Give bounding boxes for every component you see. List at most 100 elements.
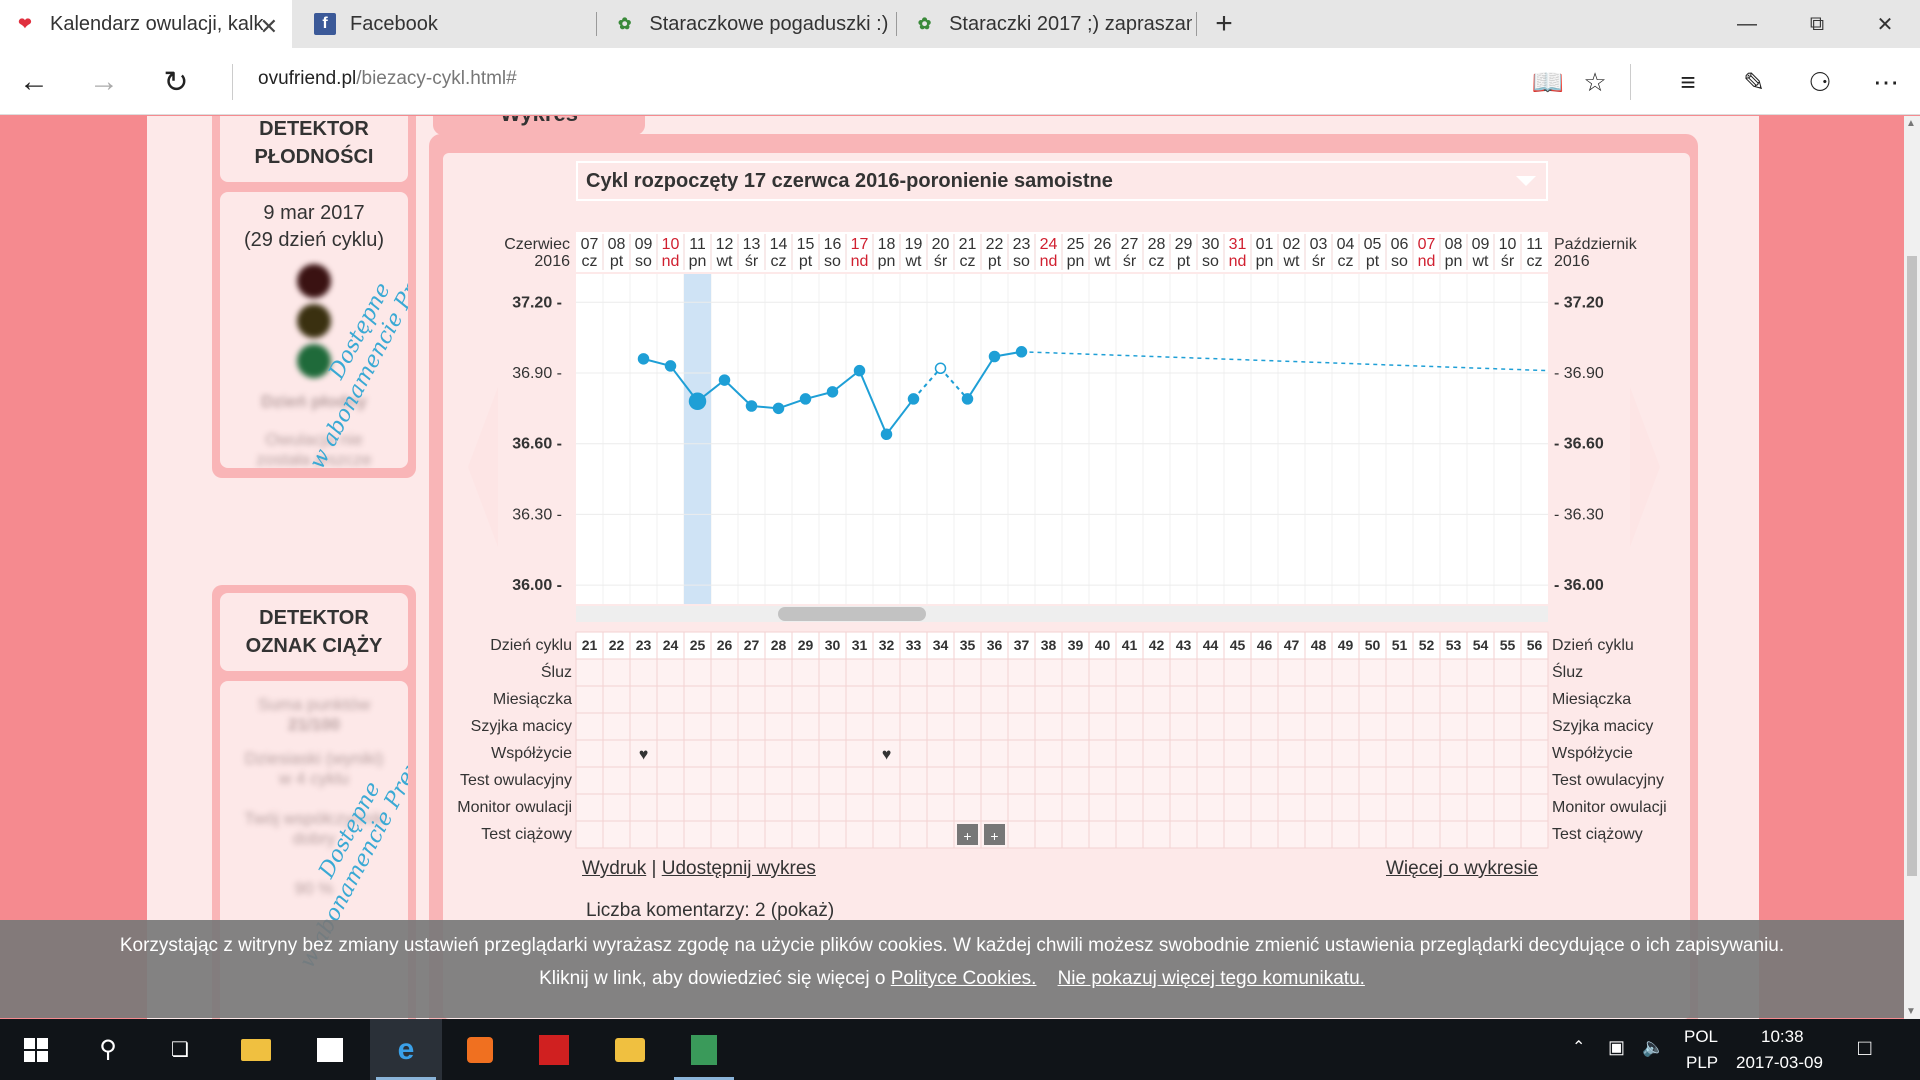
reading-view-icon[interactable]: 📖 [1531, 66, 1565, 97]
chart-scrollbar-thumb [778, 607, 926, 621]
grid-cell [1061, 820, 1090, 849]
grid-cell [1358, 766, 1387, 795]
y-tick-label-right: - 36.90 [1554, 365, 1604, 382]
grid-cell [1412, 712, 1441, 741]
file-explorer-icon[interactable] [220, 1019, 292, 1080]
minimize-button[interactable]: — [1737, 12, 1757, 35]
grid-cell [1196, 739, 1225, 768]
pregnancy-detector-title: DETEKTOR OZNAK CIĄŻY [220, 593, 408, 671]
hub-icon[interactable]: ≡ [1680, 66, 1696, 97]
page-scrollbar[interactable]: ▲ ▼ [1904, 116, 1920, 1019]
clock-time[interactable]: 10:38 [1761, 1027, 1804, 1046]
mail-icon[interactable] [594, 1019, 666, 1080]
date-tick-label: 05 [1364, 236, 1382, 253]
grid-cell [926, 631, 955, 660]
store-icon[interactable] [294, 1019, 366, 1080]
date-tick-label: 07 [1418, 236, 1436, 253]
comments-count[interactable]: Liczba komentarzy: 2 (pokaż) [586, 900, 835, 921]
previous-cycle-arrow-icon[interactable] [468, 387, 498, 547]
tab-facebook[interactable]: f Facebook [300, 0, 590, 48]
edge-icon[interactable]: e [370, 1019, 442, 1080]
keyboard-layout[interactable]: PLP [1686, 1053, 1719, 1072]
blurred-text: 21/100 [288, 715, 340, 734]
network-icon[interactable]: ▣ [1608, 1037, 1626, 1057]
grid-cell [818, 685, 847, 714]
share-icon[interactable]: ⚆ [1808, 66, 1832, 97]
cookie-policy-link[interactable]: Polityce Cookies. [890, 968, 1037, 989]
temperature-point [961, 393, 974, 405]
grid-cell [710, 685, 739, 714]
web-note-icon[interactable]: ✎ [1743, 66, 1765, 97]
next-cycle-arrow-icon[interactable] [1630, 387, 1660, 547]
weekday-tick-label: cz [1149, 253, 1165, 270]
row-label-right: Monitor owulacji [1552, 799, 1667, 816]
chevron-up-icon[interactable]: ⌃ [1572, 1039, 1586, 1056]
grid-cell [1088, 658, 1117, 687]
scrollbar-thumb[interactable] [1907, 256, 1917, 876]
url-field[interactable]: ovufriend.pl/biezacy-cykl.html# [258, 68, 517, 90]
date-tick-label: 03 [1310, 236, 1328, 253]
share-chart-link[interactable]: Udostępnij wykres [661, 858, 816, 879]
more-icon[interactable]: ⋯ [1873, 66, 1899, 97]
row-label-left: Monitor owulacji [457, 799, 572, 816]
task-view-icon[interactable]: ❏ [171, 1039, 189, 1061]
dismiss-cookie-link[interactable]: Nie pokazuj więcej tego komunikatu. [1057, 968, 1365, 989]
grid-cell [1493, 631, 1522, 660]
year-label-left: 2016 [534, 253, 570, 270]
close-tab-icon[interactable]: ✕ [259, 14, 278, 39]
scroll-down-icon[interactable]: ▼ [1906, 1006, 1916, 1017]
grid-cell [791, 820, 820, 849]
start-button[interactable] [0, 1019, 72, 1080]
app-green-icon[interactable] [668, 1019, 740, 1080]
grid-cell [1466, 820, 1495, 849]
tab-ovufriend[interactable]: ❤ Kalendarz owulacji, kalk ✕ [0, 0, 292, 48]
language-code[interactable]: POL [1684, 1027, 1719, 1046]
cycle-day-label: 33 [906, 637, 922, 653]
more-about-chart-link[interactable]: Więcej o wykresie [1386, 858, 1539, 879]
grid-cell [1142, 793, 1171, 822]
stork-icon: ✿ [617, 16, 632, 33]
app-red-icon[interactable] [518, 1019, 590, 1080]
grid-cell [575, 739, 604, 768]
close-window-button[interactable]: ✕ [1876, 13, 1894, 36]
grid-cell [818, 712, 847, 741]
tab-staraczki[interactable]: ✿ Staraczki 2017 ;) zapraszam [900, 0, 1192, 48]
grid-cell [926, 766, 955, 795]
cycle-select[interactable]: Cykl rozpoczęty 17 czerwca 2016-poronien… [576, 161, 1548, 201]
grid-cell [1223, 766, 1252, 795]
print-link[interactable]: Wydruk [582, 858, 647, 879]
tab-staraczkowe[interactable]: ✿ Staraczkowe pogaduszki :) | [600, 0, 892, 48]
row-label-right: Test ciążowy [1552, 826, 1643, 843]
row-label-right: Test owulacyjny [1552, 772, 1664, 789]
grid-cell [872, 658, 901, 687]
grid-cell [1061, 739, 1090, 768]
new-tab-button[interactable]: + [1215, 7, 1233, 40]
grid-cell [980, 793, 1009, 822]
weekday-tick-label: śr [1123, 253, 1137, 270]
grid-cell [629, 685, 658, 714]
forward-icon[interactable]: → [89, 65, 119, 98]
tab-wykres[interactable]: Wykres [433, 116, 645, 135]
grid-cell [1439, 766, 1468, 795]
cycle-day-label: 36 [987, 637, 1003, 653]
grid-cell [791, 631, 820, 660]
date-tick-label: 01 [1256, 236, 1274, 253]
scroll-up-icon[interactable]: ▲ [1906, 118, 1916, 129]
action-center-icon[interactable]: □ [1858, 1035, 1872, 1060]
date-tick-label: 07 [581, 236, 599, 253]
grid-cell [1088, 712, 1117, 741]
refresh-icon[interactable]: ↻ [163, 65, 189, 99]
grid-cell [1493, 820, 1522, 849]
temperature-point [853, 364, 866, 377]
search-icon[interactable]: ⚲ [99, 1036, 117, 1063]
volume-icon[interactable]: 🔈 [1642, 1037, 1665, 1057]
back-icon[interactable]: ← [19, 65, 49, 98]
media-player-icon[interactable] [444, 1019, 516, 1080]
favorite-star-icon[interactable]: ☆ [1583, 66, 1607, 97]
grid-cell [1007, 712, 1036, 741]
restore-button[interactable]: ⧉ [1809, 12, 1825, 35]
grid-cell [1277, 766, 1306, 795]
grid-cell [1520, 739, 1549, 768]
clock-date[interactable]: 2017-03-09 [1736, 1053, 1823, 1072]
grid-cell [845, 820, 874, 849]
